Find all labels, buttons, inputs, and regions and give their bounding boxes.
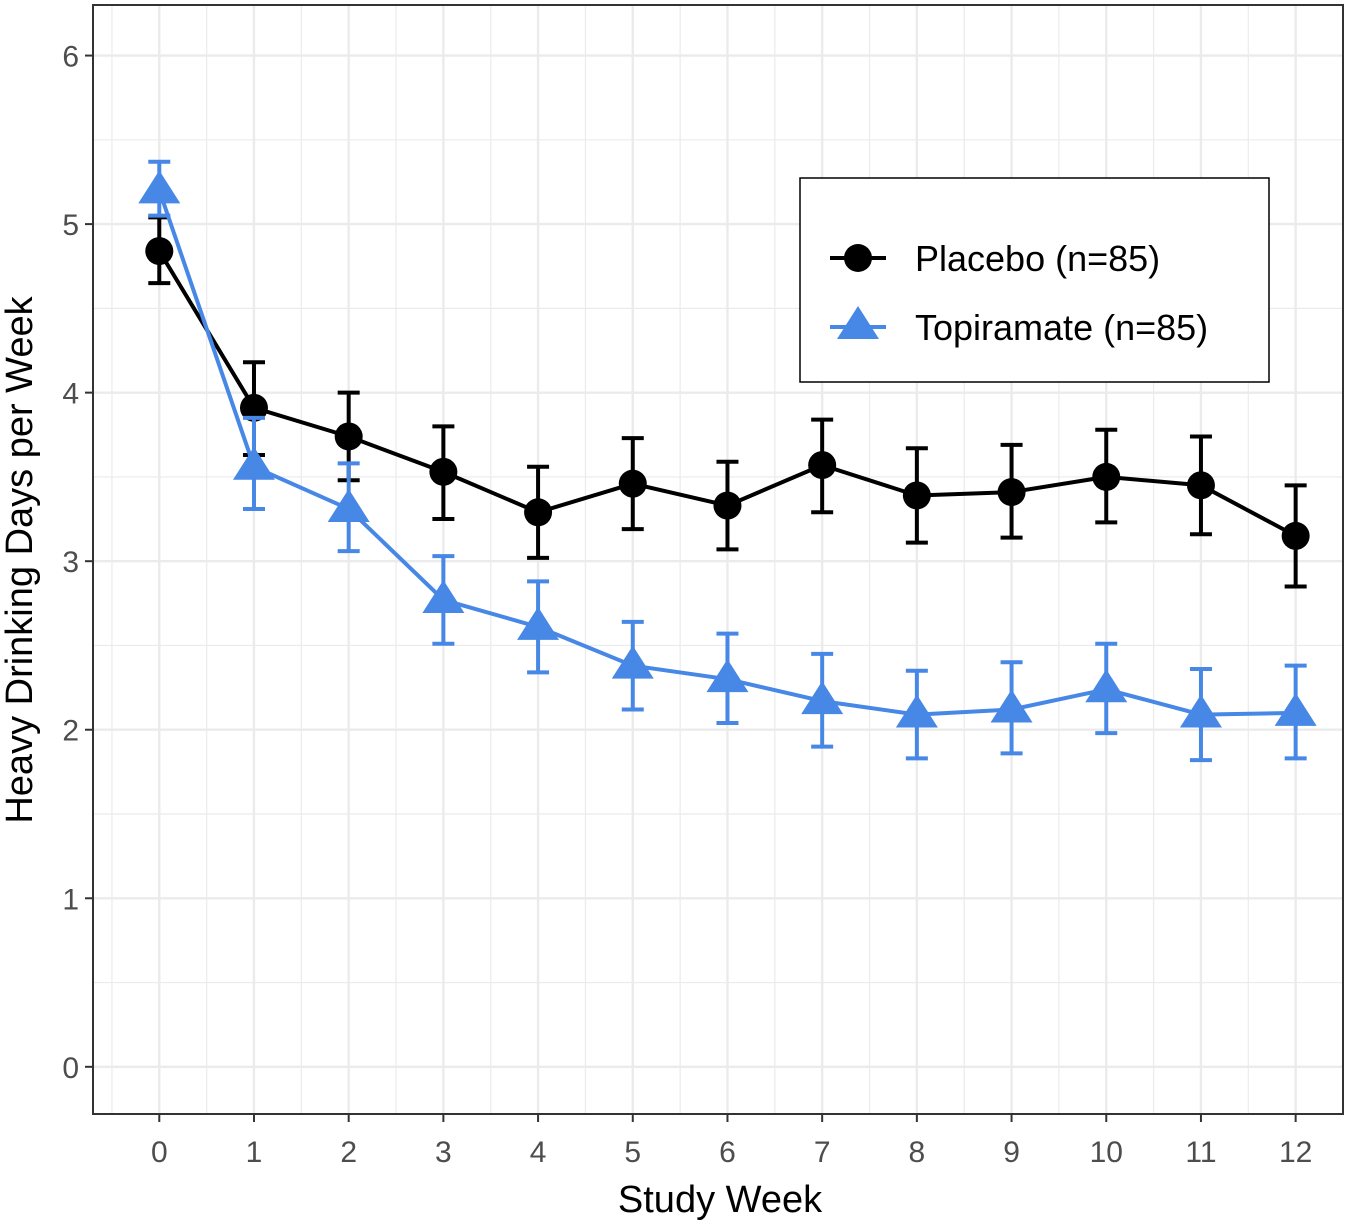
x-tick-label: 11 (1185, 1136, 1216, 1169)
series-placebo (145, 215, 1310, 589)
x-tick-label: 4 (530, 1136, 547, 1169)
legend-item-placebo: Placebo (n=85) (830, 238, 1160, 279)
y-tick-label: 1 (62, 883, 79, 916)
x-tick-label: 7 (814, 1136, 831, 1169)
y-tick-label: 3 (62, 546, 79, 579)
legend-marker-placebo (844, 244, 872, 272)
data-point-placebo (429, 457, 458, 486)
axis-ticks (85, 54, 1297, 1122)
data-point-topiramate (1179, 694, 1222, 728)
legend-box (799, 177, 1270, 383)
y-tick-label: 6 (62, 41, 79, 74)
data-point-placebo (618, 469, 647, 498)
data-point-topiramate (611, 645, 654, 679)
data-point-topiramate (422, 579, 465, 613)
y-tick-label: 5 (62, 209, 79, 242)
legend-label-topiramate: Topiramate (n=85) (915, 307, 1208, 348)
y-tick-label: 4 (62, 378, 79, 411)
data-point-placebo (902, 481, 931, 510)
data-point-topiramate (327, 488, 370, 522)
x-tick-label: 8 (909, 1136, 926, 1169)
data-point-placebo (1092, 462, 1121, 491)
data-point-placebo (1281, 521, 1310, 550)
y-tick-label: 0 (62, 1052, 79, 1085)
x-tick-label: 12 (1279, 1136, 1312, 1169)
data-point-topiramate (517, 606, 560, 640)
y-tick-label: 2 (62, 715, 79, 748)
data-point-topiramate (990, 689, 1033, 723)
legend-marker-topiramate (837, 306, 879, 339)
data-point-placebo (713, 491, 742, 520)
data-point-placebo (808, 451, 837, 480)
panel-border (92, 4, 1344, 1115)
series-layer (138, 159, 1317, 763)
data-point-placebo (239, 393, 268, 422)
x-tick-label: 9 (1003, 1136, 1020, 1169)
x-tick-label: 6 (719, 1136, 736, 1169)
x-axis-title: Study Week (618, 1179, 823, 1221)
legend: Placebo (n=85) Topiramate (n=85) (799, 177, 1270, 383)
grid-minor (93, 5, 1343, 1114)
grid-major (93, 5, 1343, 1114)
data-point-topiramate (1274, 692, 1317, 726)
data-point-placebo (1186, 471, 1215, 500)
data-point-topiramate (138, 170, 181, 204)
legend-label-placebo: Placebo (n=85) (915, 238, 1160, 279)
data-point-placebo (145, 237, 174, 266)
data-point-placebo (524, 498, 553, 527)
x-tick-label: 10 (1090, 1136, 1123, 1169)
series-topiramate (138, 159, 1317, 763)
legend-item-topiramate: Topiramate (n=85) (830, 306, 1208, 348)
data-point-topiramate (706, 659, 749, 693)
data-point-placebo (997, 478, 1026, 507)
x-tick-label: 1 (246, 1136, 263, 1169)
data-point-topiramate (1085, 669, 1128, 703)
x-tick-label: 0 (151, 1136, 168, 1169)
data-point-topiramate (895, 694, 938, 728)
x-tick-label: 2 (340, 1136, 357, 1169)
x-tick-label: 5 (624, 1136, 641, 1169)
x-tick-label: 3 (435, 1136, 452, 1169)
data-point-placebo (334, 422, 363, 451)
y-axis-title: Heavy Drinking Days per Week (0, 295, 41, 823)
data-point-topiramate (232, 446, 275, 480)
data-point-topiramate (801, 681, 844, 715)
